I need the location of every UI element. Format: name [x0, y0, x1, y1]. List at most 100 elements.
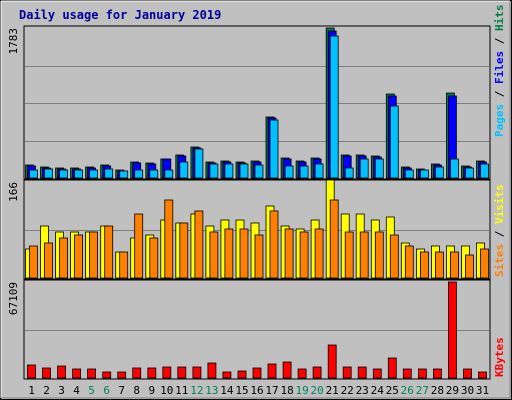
legend-label-sites: Sites [493, 244, 506, 277]
panel-kbytes: 67109 KBytes [7, 279, 506, 380]
bar-pages-day-14 [224, 163, 234, 179]
bar-sites-day-25 [389, 234, 399, 279]
bar-kbytes-day-5 [87, 368, 96, 379]
bar-sites-day-9 [149, 237, 159, 279]
bar-sites-day-30 [465, 254, 474, 279]
bar-pages-day-29 [449, 158, 459, 179]
x-tick-label: 31 [476, 384, 489, 397]
legend-separator: / [493, 31, 506, 51]
bar-sites-day-8 [134, 213, 144, 279]
legend-separator: / [493, 84, 506, 104]
x-tick-label: 2 [43, 384, 50, 397]
legend-label-kbytes: KBytes [493, 337, 506, 377]
bar-sites-day-11 [179, 222, 189, 279]
bar-sites-day-27 [419, 251, 429, 279]
legend-label-visits: Visits [493, 184, 506, 224]
bar-kbytes-day-14 [222, 371, 232, 379]
bar-sites-day-14 [224, 228, 234, 279]
bar-kbytes-day-23 [357, 366, 367, 379]
panel-plot-area [23, 25, 491, 180]
legend-label-files: Files [493, 51, 506, 84]
right-legend-kbytes: KBytes [493, 337, 506, 377]
series-kbytes [27, 281, 487, 379]
bar-pages-day-13 [209, 163, 219, 179]
bar-kbytes-day-8 [132, 367, 142, 379]
x-tick-label: 8 [133, 384, 140, 397]
bar-pages-day-22 [344, 167, 354, 179]
x-tick-label: 18 [280, 384, 293, 397]
bar-sites-day-18 [284, 228, 294, 279]
legend-label-pages: Pages [493, 104, 506, 137]
x-tick-label: 13 [205, 384, 218, 397]
bar-pages-day-15 [239, 163, 249, 179]
x-tick-label: 29 [446, 384, 459, 397]
x-tick-label: 17 [265, 384, 278, 397]
bar-sites-day-19 [299, 231, 309, 279]
bar-kbytes-day-26 [402, 368, 412, 379]
bar-kbytes-day-1 [27, 364, 36, 379]
y-max-label: 166 [7, 182, 20, 202]
bar-pages-day-8 [134, 169, 144, 179]
bar-sites-day-26 [404, 245, 414, 279]
bar-kbytes-day-11 [177, 366, 187, 379]
bar-pages-day-20 [314, 163, 324, 179]
bar-kbytes-day-3 [57, 365, 66, 379]
x-axis-tick-labels: 1 2 3 4 5 6 7 8 9 10 11 12 13 14 15 16 17 18 19 20 21 22 23 24 2… [28, 384, 489, 397]
x-tick-label: 15 [235, 384, 248, 397]
x-tick-label: 20 [310, 384, 323, 397]
x-tick-label: 1 [28, 384, 35, 397]
bar-kbytes-day-12 [192, 366, 202, 379]
bar-kbytes-day-27 [417, 368, 427, 379]
bar-sites-day-2 [44, 242, 53, 279]
series-pages [29, 35, 489, 179]
panel-visits-sites: 166 Sites / Visits [7, 179, 506, 280]
x-tick-label: 23 [356, 384, 369, 397]
bar-pages-day-5 [89, 169, 98, 179]
x-tick-label: 3 [58, 384, 65, 397]
bar-pages-day-24 [374, 158, 384, 179]
bar-kbytes-day-13 [207, 362, 217, 379]
x-tick-label: 11 [175, 384, 188, 397]
bar-sites-day-13 [209, 231, 219, 279]
bar-sites-day-28 [434, 251, 444, 279]
bar-sites-day-24 [374, 231, 384, 279]
bar-kbytes-day-17 [267, 363, 277, 379]
bar-kbytes-day-9 [147, 367, 157, 379]
bar-pages-day-31 [480, 163, 489, 179]
x-tick-label: 28 [431, 384, 444, 397]
bar-kbytes-day-2 [42, 367, 51, 379]
panel-hits-files-pages: 1783 Pages / Files / Hits [7, 5, 506, 180]
x-tick-label: 24 [371, 384, 385, 397]
bar-kbytes-day-7 [117, 371, 127, 379]
y-max-label: 1783 [7, 28, 20, 55]
bar-kbytes-day-19 [297, 368, 307, 379]
bar-pages-day-23 [359, 158, 369, 179]
bar-sites-day-5 [89, 231, 98, 279]
bar-sites-day-22 [344, 231, 354, 279]
bar-sites-day-16 [254, 234, 264, 279]
bar-pages-day-28 [434, 166, 444, 179]
bar-pages-day-19 [299, 165, 309, 179]
right-legend-hits-files-pages: Pages / Files / Hits [493, 5, 506, 138]
chart-panels: 1783 Pages / Files / Hits 166 Sites / Visit… [7, 5, 506, 380]
bar-pages-day-1 [29, 169, 38, 179]
bar-kbytes-day-21 [327, 344, 337, 379]
bar-pages-day-16 [254, 164, 264, 179]
bar-pages-day-3 [59, 169, 68, 179]
bar-pages-day-9 [149, 169, 159, 179]
x-tick-label: 6 [103, 384, 110, 397]
bar-pages-day-4 [74, 169, 83, 179]
bar-kbytes-day-25 [387, 357, 397, 379]
bar-sites-day-3 [59, 237, 68, 279]
bar-kbytes-day-28 [432, 368, 442, 379]
bar-sites-day-1 [29, 245, 38, 279]
x-tick-label: 4 [73, 384, 80, 397]
x-tick-label: 12 [190, 384, 203, 397]
bar-sites-day-23 [359, 231, 369, 279]
x-tick-label: 21 [326, 384, 339, 397]
bar-pages-day-12 [194, 148, 204, 179]
series-sites [29, 199, 489, 279]
x-tick-label: 16 [250, 384, 263, 397]
bar-pages-day-2 [44, 168, 53, 179]
bar-pages-day-10 [164, 169, 174, 179]
